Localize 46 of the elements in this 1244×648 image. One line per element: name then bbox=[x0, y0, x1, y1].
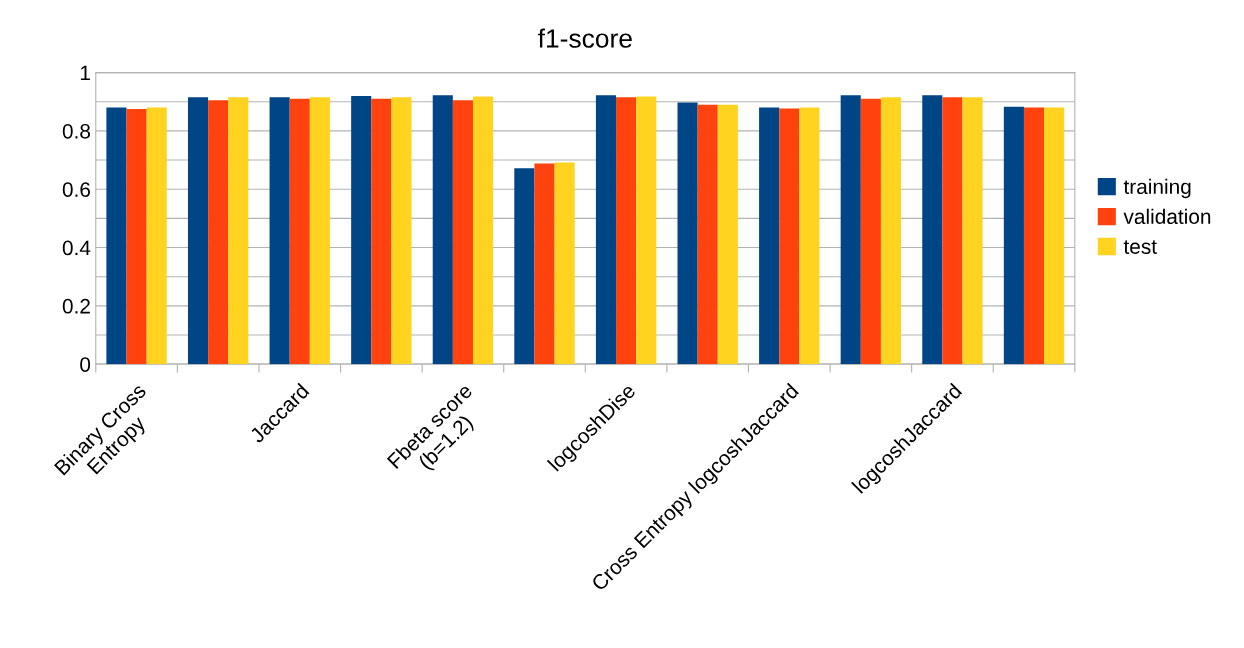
bar bbox=[228, 97, 249, 365]
bar bbox=[452, 100, 473, 365]
bar bbox=[779, 108, 800, 365]
bar bbox=[697, 104, 718, 365]
bar bbox=[126, 109, 147, 365]
bar bbox=[717, 104, 738, 365]
legend-label: validation bbox=[1123, 208, 1211, 225]
legend-label: test bbox=[1123, 240, 1157, 254]
bar bbox=[106, 107, 127, 365]
y-tick-label: 0 bbox=[80, 357, 91, 372]
bar bbox=[880, 97, 902, 365]
y-tick-label: 0.4 bbox=[62, 240, 91, 256]
bar bbox=[1023, 107, 1045, 365]
bar bbox=[636, 96, 657, 365]
bar bbox=[860, 98, 881, 365]
bar bbox=[391, 97, 412, 365]
bar bbox=[616, 97, 637, 365]
bar bbox=[1003, 106, 1024, 365]
chart-title: f1-score bbox=[538, 28, 632, 48]
bar bbox=[289, 98, 310, 365]
bar bbox=[922, 95, 943, 365]
bar bbox=[942, 97, 963, 365]
bar bbox=[840, 95, 861, 365]
bar bbox=[146, 107, 167, 365]
bar bbox=[351, 95, 372, 365]
legend-label: training bbox=[1123, 178, 1191, 199]
y-tick-label: 0.8 bbox=[62, 123, 91, 139]
y-tick-label: 0.2 bbox=[62, 298, 90, 314]
bar bbox=[677, 102, 698, 365]
bar bbox=[472, 96, 494, 365]
bar bbox=[208, 100, 229, 365]
bar bbox=[514, 168, 535, 365]
y-tick-label: 0.6 bbox=[62, 182, 91, 197]
bar bbox=[759, 107, 780, 365]
bar bbox=[554, 162, 575, 365]
bar bbox=[371, 98, 392, 365]
bar bbox=[595, 95, 617, 365]
bar bbox=[799, 107, 820, 365]
bar bbox=[534, 163, 555, 365]
bar bbox=[432, 95, 453, 365]
y-tick-label: 1 bbox=[80, 65, 90, 81]
bar bbox=[1044, 107, 1065, 365]
bar bbox=[187, 97, 209, 365]
bar bbox=[962, 97, 983, 365]
bar bbox=[269, 97, 290, 365]
bar bbox=[309, 97, 330, 365]
